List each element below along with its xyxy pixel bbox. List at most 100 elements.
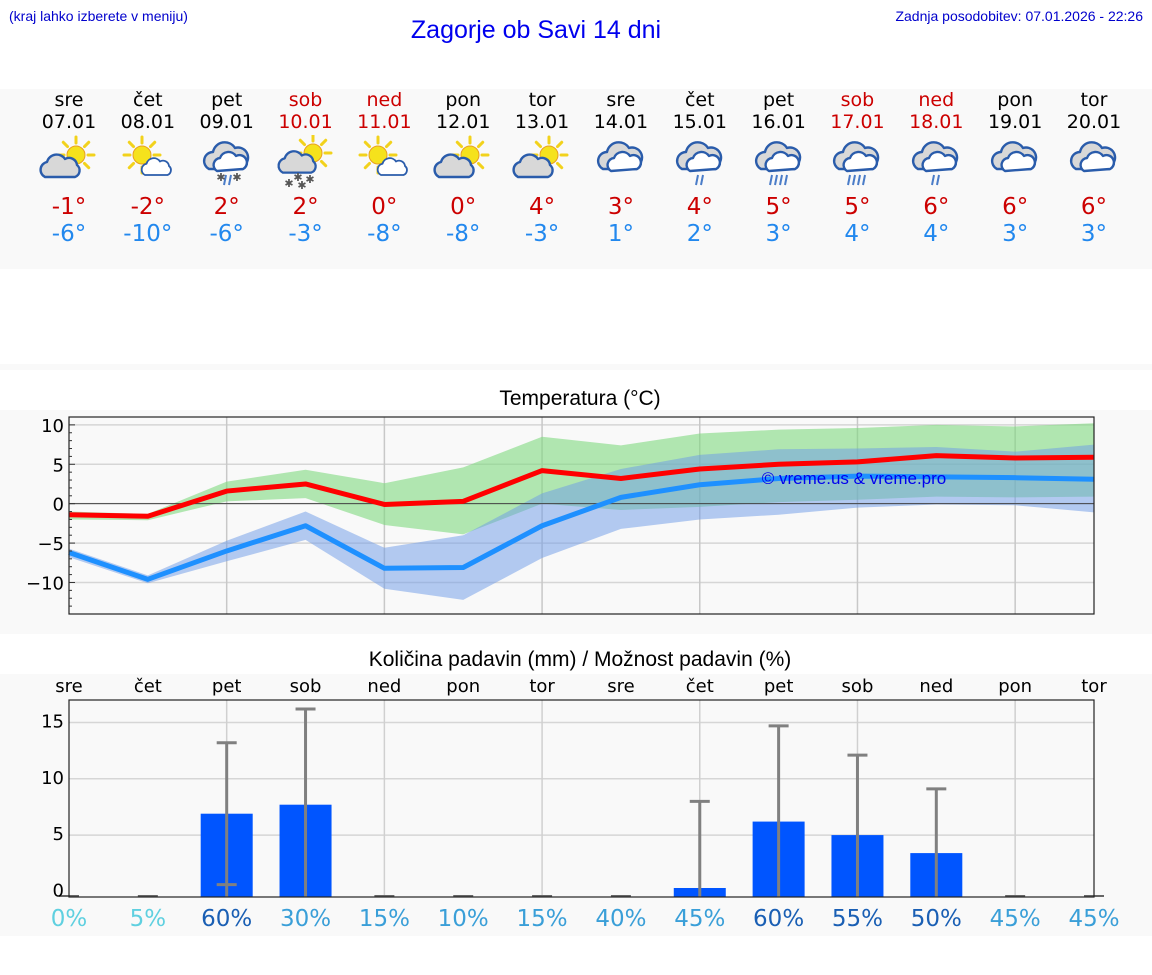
day-forecast: pet 09.01 ✱ ✱ 2° -6° — [187, 89, 267, 247]
temp-max: 0° — [371, 194, 398, 220]
svg-text:0: 0 — [53, 880, 64, 901]
day-date: 19.01 — [987, 111, 1043, 133]
day-date: 08.01 — [120, 111, 176, 133]
cloud-rain-icon — [749, 135, 809, 189]
precipitation-chart: sre čet pet sob ned pon tor sre čet pet sob ned pon t… — [41, 676, 1119, 932]
temp-min: -8° — [367, 221, 402, 247]
svg-text:0: 0 — [53, 495, 64, 516]
svg-text:čet: čet — [134, 676, 162, 697]
day-forecast: ned 18.01 6° 4° — [896, 89, 976, 247]
day-date: 13.01 — [514, 111, 570, 133]
temp-max: 0° — [450, 194, 477, 220]
svg-text:−5: −5 — [37, 534, 64, 555]
temp-max: 5° — [765, 194, 792, 220]
day-forecast: pon 19.01 6° 3° — [975, 89, 1055, 247]
svg-text:✱: ✱ — [284, 177, 293, 190]
day-name: sob — [840, 89, 875, 111]
temp-min: -6° — [51, 221, 87, 247]
page-title: Zagorje ob Savi 14 dni — [410, 16, 662, 44]
sun-small-cloud-icon — [118, 135, 178, 189]
precipitation-chart-title: Količina padavin (mm) / Možnost padavin … — [368, 648, 792, 671]
temp-max: 6° — [923, 194, 950, 220]
temp-max: 6° — [1080, 194, 1108, 220]
cloudy-icon — [1064, 135, 1124, 189]
temp-max: 5° — [844, 194, 871, 220]
day-name: sob — [288, 89, 323, 111]
day-name: čet — [133, 89, 163, 111]
svg-text:pon: pon — [998, 676, 1032, 697]
day-date: 16.01 — [751, 111, 806, 133]
day-date: 14.01 — [593, 111, 649, 133]
cloudy-icon — [591, 135, 651, 189]
day-forecast: pet 16.01 5° 3° — [739, 89, 819, 247]
svg-text:30%: 30% — [280, 906, 331, 932]
svg-text:10: 10 — [41, 768, 64, 789]
day-date: 15.01 — [672, 111, 727, 133]
svg-text:sre: sre — [607, 676, 634, 697]
temp-max: 2° — [213, 194, 240, 220]
svg-text:55%: 55% — [832, 906, 883, 932]
cloud-sleet-icon: ✱ ✱ — [197, 135, 257, 189]
day-forecast: ned 11.01 0° -8° — [344, 89, 424, 247]
svg-text:tor: tor — [1081, 676, 1107, 697]
day-date: 09.01 — [199, 111, 254, 133]
temp-max: 6° — [1002, 194, 1029, 220]
svg-text:0%: 0% — [51, 906, 88, 932]
daily-forecast: sre 07.01 -1° -6° čet 08.01 -2° -10° pet… — [0, 89, 1152, 269]
temp-min: -3° — [524, 221, 560, 247]
svg-text:5: 5 — [53, 455, 64, 476]
svg-text:pet: pet — [212, 676, 242, 697]
svg-text:✱: ✱ — [216, 171, 225, 184]
temp-min: 4° — [923, 221, 950, 247]
day-date: 11.01 — [357, 111, 412, 133]
day-name: sre — [606, 89, 636, 111]
sun-behind-cloud-icon — [512, 135, 572, 189]
day-date: 07.01 — [41, 111, 97, 133]
svg-text:tor: tor — [529, 676, 555, 697]
day-name: sre — [54, 89, 84, 111]
sun-behind-cloud-icon — [39, 135, 99, 189]
temp-max: 4° — [686, 194, 713, 220]
separator-band — [0, 364, 1152, 370]
svg-text:5%: 5% — [130, 906, 167, 932]
svg-text:60%: 60% — [753, 906, 804, 932]
temp-min: -3° — [288, 221, 323, 247]
svg-text:čet: čet — [686, 676, 714, 697]
svg-text:45%: 45% — [1068, 906, 1119, 932]
temp-max: 3° — [607, 194, 634, 220]
svg-text:© vreme.us & vreme.pro: © vreme.us & vreme.pro — [762, 469, 946, 488]
temp-min: -6° — [209, 221, 244, 247]
svg-text:10: 10 — [41, 416, 64, 437]
svg-text:pet: pet — [764, 676, 794, 697]
svg-text:sre: sre — [55, 676, 82, 697]
temperature-chart-title: Temperatura (°C) — [499, 387, 661, 410]
svg-text:−10: −10 — [26, 573, 64, 594]
day-date: 20.01 — [1066, 111, 1122, 133]
day-name: čet — [684, 89, 715, 111]
svg-text:ned: ned — [919, 676, 953, 697]
svg-text:40%: 40% — [595, 906, 646, 932]
day-forecast: tor 13.01 4° -3° — [502, 89, 582, 247]
svg-text:45%: 45% — [674, 906, 725, 932]
cloudy-icon — [985, 135, 1045, 189]
day-name: ned — [918, 89, 955, 111]
day-forecast: sre 07.01 -1° -6° — [29, 89, 109, 247]
temp-min: 3° — [765, 221, 792, 247]
day-forecast: čet 15.01 4° 2° — [660, 89, 740, 247]
temp-min: -8° — [446, 221, 481, 247]
sun-behind-cloud-icon — [433, 135, 493, 189]
cloud-light-rain-icon — [670, 135, 730, 189]
temp-min: -10° — [123, 221, 173, 247]
temp-max: 4° — [528, 194, 556, 220]
day-date: 17.01 — [830, 111, 885, 133]
svg-text:sob: sob — [290, 676, 322, 697]
temp-max: -2° — [130, 194, 166, 220]
day-date: 18.01 — [909, 111, 964, 133]
svg-text:45%: 45% — [990, 906, 1041, 932]
svg-text:✱: ✱ — [305, 173, 314, 186]
sun-cloud-snow-icon: ✱ ✱ ✱ ✱ — [276, 133, 336, 192]
svg-text:50%: 50% — [911, 906, 962, 932]
temp-min: 4° — [844, 221, 871, 247]
day-date: 10.01 — [278, 111, 333, 133]
day-forecast: pon 12.01 0° -8° — [423, 89, 503, 247]
